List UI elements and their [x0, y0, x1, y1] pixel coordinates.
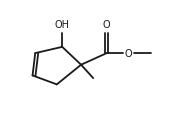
Text: O: O: [103, 20, 110, 30]
Text: O: O: [124, 49, 132, 59]
Text: OH: OH: [55, 20, 70, 30]
